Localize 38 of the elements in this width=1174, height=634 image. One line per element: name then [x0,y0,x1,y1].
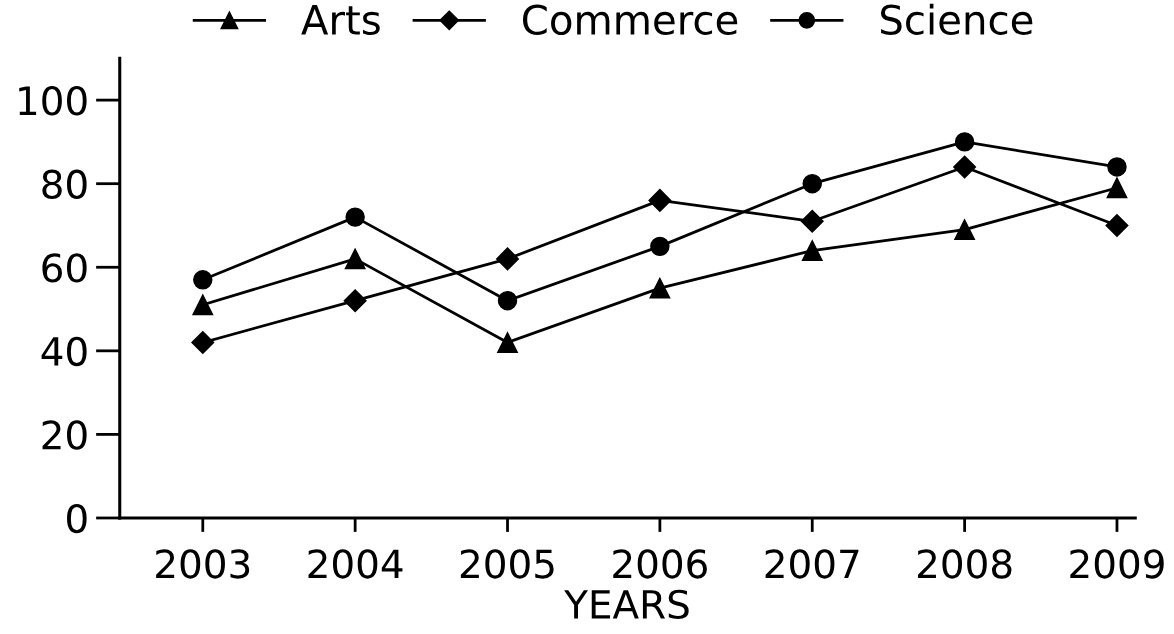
point [497,290,518,311]
x-tick-label: 2007 [765,549,859,579]
x-tick-label: 2004 [308,549,403,579]
point [650,236,670,257]
y-tick-label: 100 [19,86,87,116]
point [345,207,365,227]
x-tick-label: 2005 [460,549,554,579]
point [496,247,520,271]
point [954,132,975,152]
point [343,289,367,313]
legend-label: Science [880,3,1033,35]
point [497,332,518,353]
point [1105,213,1129,237]
point [953,155,977,179]
legend-label: Arts [301,5,380,35]
point [191,330,215,354]
point [954,219,976,241]
point [648,188,672,212]
point [1106,177,1128,199]
point [192,294,214,316]
y-tick-label: 60 [42,253,87,283]
x-tick-label: 2006 [613,549,707,579]
point [802,173,822,194]
point [801,240,823,261]
y-tick-label: 80 [42,169,87,200]
y-tick-label: 40 [41,336,87,367]
y-tick-label: 20 [42,420,87,450]
point [193,270,213,290]
point [344,248,366,270]
x-tick-label: 2008 [917,549,1012,579]
y-tick-label: 0 [67,503,87,534]
point [800,209,824,233]
point [1107,157,1127,177]
legend-label: Commerce [523,4,738,35]
x-axis-title: YEARS [564,589,689,620]
point [649,277,671,299]
x-tick-label: 2003 [156,549,250,579]
x-tick-label: 2009 [1070,549,1164,579]
